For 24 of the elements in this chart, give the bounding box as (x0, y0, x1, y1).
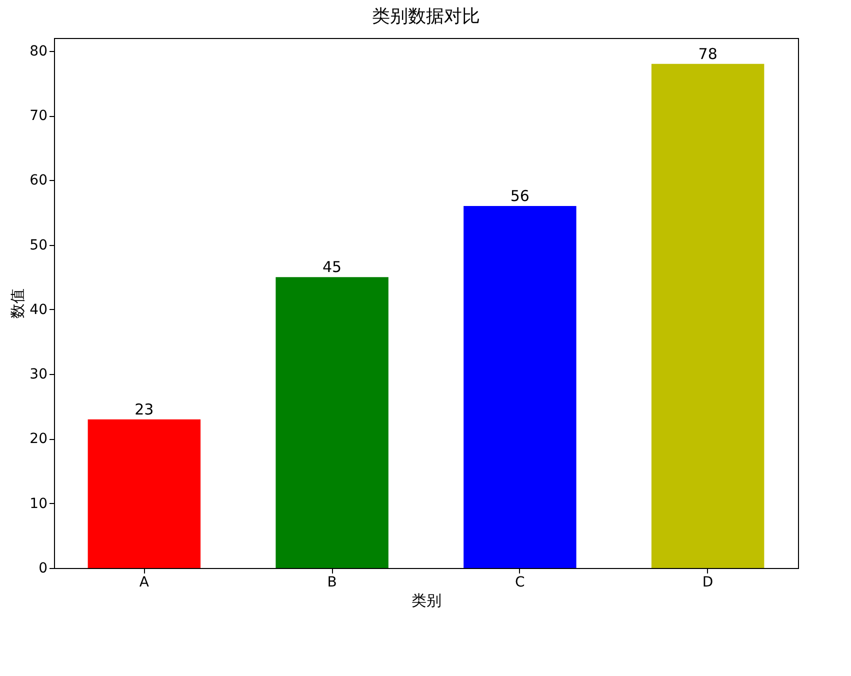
data-label: 78 (698, 44, 718, 63)
bar (88, 419, 201, 568)
y-tick-label: 70 (30, 108, 48, 124)
bar (651, 64, 764, 568)
x-tick-label: B (327, 574, 337, 590)
x-axis-title: 类别 (412, 592, 442, 610)
data-label: 45 (322, 258, 342, 276)
x-tick-label: C (515, 574, 526, 590)
y-tick-label: 80 (30, 43, 48, 60)
data-label: 23 (134, 400, 154, 418)
y-tick-label: 10 (30, 496, 48, 512)
y-axis-title: 数值 (8, 288, 27, 318)
y-tick-label: 60 (30, 172, 48, 189)
x-tick-label: D (702, 574, 714, 590)
y-tick-label: 50 (30, 237, 48, 254)
y-tick-label: 0 (38, 560, 48, 576)
y-tick-label: 40 (30, 302, 48, 318)
bar (464, 206, 576, 568)
y-tick-label: 30 (30, 366, 48, 383)
bar (276, 277, 388, 568)
chart-title: 类别数据对比 (372, 6, 480, 27)
data-label: 56 (510, 187, 530, 206)
y-tick-label: 20 (30, 431, 48, 448)
x-tick-label: A (139, 574, 150, 590)
